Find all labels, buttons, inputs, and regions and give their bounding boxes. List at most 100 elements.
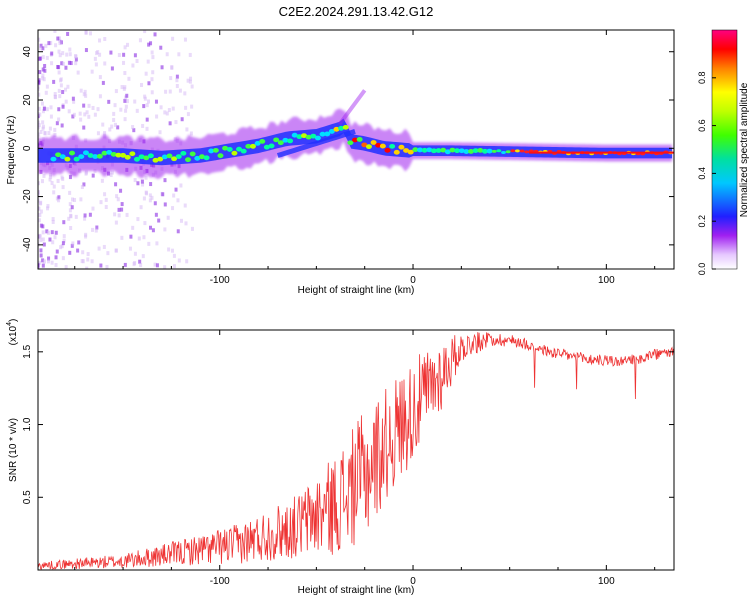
spectrogram-peak [273,137,280,143]
spectrogram-noise-cell [123,85,127,90]
spectrogram-noise-cell [41,46,45,51]
spectrogram-peak [310,133,317,139]
spectrogram-noise-cell [94,62,98,67]
spectrogram-noise-cell [68,208,72,213]
spectrogram-noise-cell [188,52,192,57]
spectrogram-noise-cell [124,108,128,113]
spectrogram-noise-cell [113,212,117,217]
snr-marks [38,332,674,570]
spectrogram-noise-cell [155,114,159,119]
spectrogram-noise-cell [38,132,41,137]
spectrogram-peak [501,150,506,154]
spectrogram-y-tick-label: 20 [22,94,33,106]
spectrogram-noise-cell [159,105,163,110]
spectrogram-peak [463,149,470,154]
spectrogram-noise-cell [146,59,150,64]
spectrogram-noise-cell [105,264,109,269]
spectrogram-noise-cell [54,43,58,48]
spectrogram-peak [217,153,224,159]
spectrogram-noise-cell [46,204,50,209]
spectrogram-noise-cell [126,42,130,47]
spectrogram-noise-cell [80,185,84,190]
spectrogram-noise-cell [110,66,114,71]
spectrogram-noise-cell [136,181,140,186]
spectrogram-peak [64,156,71,162]
spectrogram-peak [69,150,76,156]
spectrogram-peak [300,133,307,139]
spectrogram-noise-cell [67,216,71,221]
spectrogram-noise-cell [170,248,174,253]
spectrogram-noise-cell [42,124,46,129]
spectrogram-noise-cell [168,121,172,126]
spectrogram-noise-cell [163,265,167,269]
spectrogram-noise-cell [123,45,127,50]
spectrogram-noise-cell [44,43,48,48]
spectrogram-noise-cell [151,228,155,233]
spectrogram-noise-cell [141,254,145,259]
spectrogram-noise-cell [122,60,126,65]
spectrogram-noise-cell [60,244,64,249]
spectrogram-noise-cell [54,95,58,100]
spectrogram-noise-cell [85,110,89,115]
spectrogram-peak [491,149,497,153]
spectrogram-noise-cell [188,79,192,84]
spectrogram-noise-cell [58,41,62,46]
spectrogram-noise-cell [48,172,52,177]
spectrogram-noise-cell [95,225,99,230]
spectrogram-noise-cell [139,205,143,210]
spectrogram-peak [481,148,488,154]
spectrogram-noise-cell [49,41,53,46]
spectrogram-noise-cell [131,225,135,230]
spectrogram-noise-cell [82,125,86,130]
spectrogram-noise-cell [133,53,137,58]
spectrogram-noise-cell [132,128,136,133]
spectrogram-noise-cell [125,212,129,217]
spectrogram-noise-cell [38,260,42,265]
spectrogram-noise-cell [190,226,194,231]
spectrogram-noise-cell [56,178,60,183]
spectrogram-noise-cell [61,241,65,246]
spectrogram-noise-cell [153,201,157,206]
spectrogram-noise-cell [44,90,48,95]
snr-ticks: -100 0 100 0.5 1.0 1.5 [22,330,674,587]
spectrogram-peak [361,142,368,148]
spectrogram-noise-cell [61,90,65,95]
spectrogram-noise-cell [186,112,190,117]
spectrogram-noise-cell [58,94,62,99]
spectrogram-noise-cell [185,127,189,132]
spectrogram-noise-cell [135,108,139,113]
spectrogram-noise-cell [69,226,73,231]
spectrogram-noise-cell [58,53,62,58]
spectrogram-peak [449,147,456,153]
spectrogram-peak [328,129,335,134]
spectrogram-noise-cell [61,256,65,261]
spectrogram-noise-cell [190,84,194,89]
colorbar-tick-label: 0.4 [697,167,707,180]
spectrogram-noise-cell [77,240,81,245]
spectrogram-noise-cell [147,241,151,246]
spectrogram-noise-cell [41,120,45,125]
spectrogram-peak [106,150,113,155]
colorbar-tick-label: 0.0 [697,263,707,276]
spectrogram-x-tick-label: -100 [210,275,230,286]
spectrogram-peak [59,154,66,160]
colorbar-tick-label: 0.2 [697,215,707,228]
spectrogram-noise-cell [175,74,179,79]
spectrogram-peak [356,137,363,142]
spectrogram-noise-cell [163,227,167,232]
spectrogram-peak [180,150,187,156]
spectrogram-noise-cell [116,197,120,202]
spectrogram-noise-cell [41,55,45,60]
spectrogram-noise-cell [99,263,103,268]
spectrogram-noise-cell [61,185,65,190]
spectrogram-noise-cell [116,125,120,130]
spectrogram-noise-cell [180,117,184,122]
spectrogram-peak [92,154,99,159]
spectrogram-noise-cell [123,262,127,267]
spectrogram-noise-cell [38,125,40,130]
snr-y-multiplier-base: (x10 [8,325,19,345]
spectrogram-peak [416,147,423,153]
spectrogram-peak [78,154,85,160]
spectrogram-noise-cell [52,184,56,189]
